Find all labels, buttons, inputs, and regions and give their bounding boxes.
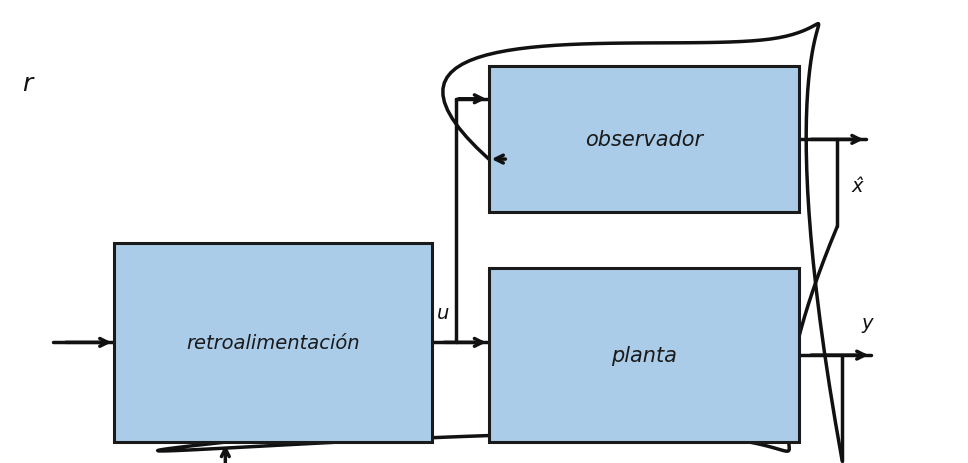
Text: r: r (22, 71, 32, 95)
Text: u: u (437, 303, 449, 322)
Text: retroalimentación: retroalimentación (186, 333, 360, 352)
Text: planta: planta (611, 345, 677, 365)
FancyBboxPatch shape (489, 269, 799, 442)
Text: x̂: x̂ (852, 177, 863, 196)
FancyBboxPatch shape (489, 67, 799, 213)
Text: observador: observador (585, 130, 703, 150)
FancyBboxPatch shape (114, 243, 432, 442)
Text: y: y (862, 313, 873, 332)
